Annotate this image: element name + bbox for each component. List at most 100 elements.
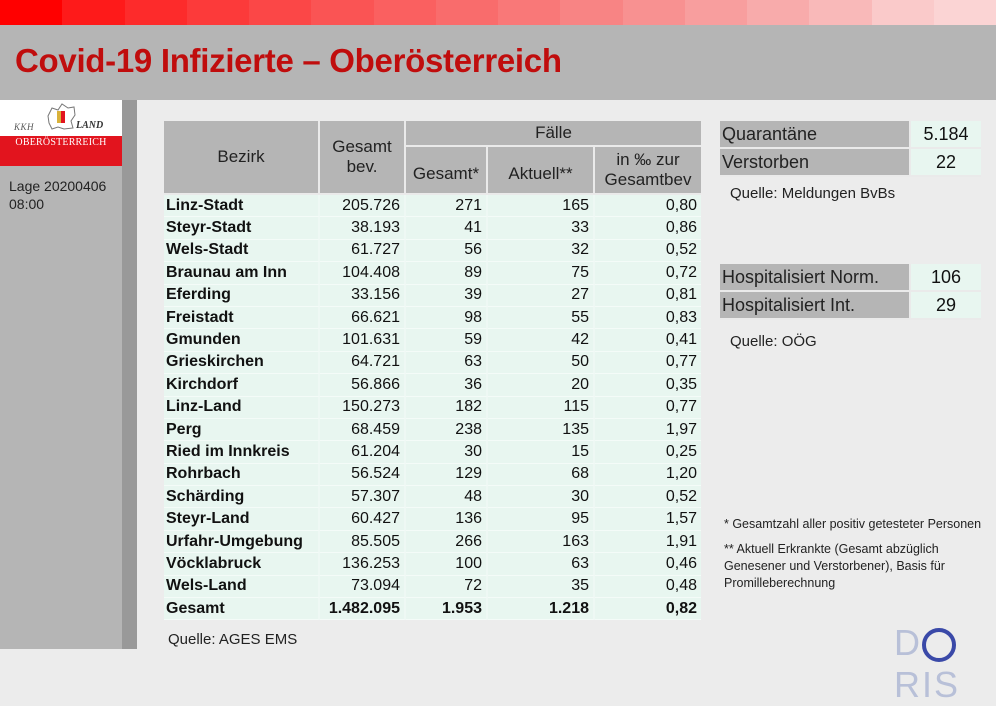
cell-aktuell: 32: [488, 239, 595, 263]
cell-bev: 56.866: [320, 374, 406, 397]
doris-o-icon: [922, 628, 956, 662]
cell-promille: 1,57: [595, 508, 701, 531]
quarantine-table: Quarantäne 5.184 Verstorben 22: [720, 121, 981, 177]
cell-aktuell: 75: [488, 262, 595, 285]
cell-bezirk: Wels-Land: [164, 575, 320, 599]
title-band: Covid-19 Infizierte – Oberösterreich: [0, 25, 996, 100]
cell-bezirk: Grieskirchen: [164, 351, 320, 375]
table-row: Vöcklabruck 136.253 100 63 0,46: [164, 553, 701, 576]
table-row: Hospitalisiert Int. 29: [720, 292, 981, 320]
cell-promille: 0,35: [595, 374, 701, 397]
cell-promille: 0,77: [595, 351, 701, 375]
gradient-segment: [871, 0, 934, 25]
table-row: Linz-Stadt 205.726 271 165 0,80: [164, 195, 701, 218]
gradient-segment: [186, 0, 249, 25]
cell-promille: 1,91: [595, 530, 701, 554]
cell-aktuell: 50: [488, 351, 595, 375]
cell-aktuell: 55: [488, 306, 595, 330]
lage-time: 08:00: [9, 196, 45, 212]
cell-bezirk: Kirchdorf: [164, 374, 320, 397]
promille-line2: Gesamtbev: [604, 170, 692, 189]
col-group-faelle: Fälle: [406, 121, 701, 147]
cell-promille: 0,82: [595, 598, 701, 621]
cell-aktuell: 27: [488, 284, 595, 307]
logo-kkh-text: KKH: [14, 122, 35, 132]
gradient-segment: [809, 0, 872, 25]
cell-gesamt: 39: [406, 284, 488, 307]
cell-bezirk: Rohrbach: [164, 463, 320, 487]
cell-bezirk: Gmunden: [164, 329, 320, 352]
gradient-segment: [0, 0, 63, 25]
gradient-segment: [933, 0, 996, 25]
table-row: Rohrbach 56.524 129 68 1,20: [164, 463, 701, 487]
table-row: Wels-Stadt 61.727 56 32 0,52: [164, 239, 701, 263]
cell-aktuell: 30: [488, 486, 595, 509]
cell-bev: 64.721: [320, 351, 406, 375]
cell-aktuell: 35: [488, 575, 595, 599]
cell-promille: 1,20: [595, 463, 701, 487]
cell-gesamt: 266: [406, 530, 488, 554]
table-row: Freistadt 66.621 98 55 0,83: [164, 306, 701, 330]
cell-aktuell: 63: [488, 553, 595, 576]
cell-bev: 136.253: [320, 553, 406, 576]
cell-aktuell: 33: [488, 217, 595, 240]
cell-promille: 0,25: [595, 441, 701, 464]
gesamtbev-line2: bev.: [346, 157, 378, 176]
deaths-value: 22: [911, 149, 981, 177]
hospital-source: Quelle: OÖG: [730, 333, 817, 350]
cell-gesamt: 100: [406, 553, 488, 576]
cell-gesamt: 89: [406, 262, 488, 285]
table-row: Braunau am Inn 104.408 89 75 0,72: [164, 262, 701, 285]
cell-gesamt: 41: [406, 217, 488, 240]
logo-region-text: OBERÖSTERREICH: [15, 137, 107, 148]
gradient-segment: [62, 0, 125, 25]
cell-promille: 1,97: [595, 418, 701, 442]
table-row: Eferding 33.156 39 27 0,81: [164, 284, 701, 307]
cell-promille: 0,46: [595, 553, 701, 576]
gradient-segment: [124, 0, 187, 25]
cell-gesamt: 271: [406, 195, 488, 218]
cell-gesamt: 56: [406, 239, 488, 263]
cell-bezirk: Eferding: [164, 284, 320, 307]
cell-bev: 205.726: [320, 195, 406, 218]
hospital-normal-label: Hospitalisiert Norm.: [720, 264, 911, 292]
quarantine-label: Quarantäne: [720, 121, 911, 149]
cell-bev: 60.427: [320, 508, 406, 531]
col-header-bezirk: Bezirk: [164, 121, 320, 195]
cell-aktuell: 165: [488, 195, 595, 218]
doris-logo: DRIS: [894, 622, 996, 706]
gradient-segment: [747, 0, 810, 25]
cell-bezirk: Linz-Land: [164, 396, 320, 419]
land-ooe-logo: KKH LAND OBERÖSTERREICH: [0, 100, 122, 166]
table-row: Hospitalisiert Norm. 106: [720, 264, 981, 292]
promille-line1: in ‰ zur: [616, 150, 680, 169]
cell-bev: 68.459: [320, 418, 406, 442]
gradient-segment: [684, 0, 747, 25]
gradient-segment: [435, 0, 498, 25]
cell-bezirk: Wels-Stadt: [164, 239, 320, 263]
cell-aktuell: 68: [488, 463, 595, 487]
gradient-segment: [249, 0, 312, 25]
table-row: Urfahr-Umgebung 85.505 266 163 1,91: [164, 530, 701, 554]
table-row: Grieskirchen 64.721 63 50 0,77: [164, 351, 701, 375]
cell-gesamt: 30: [406, 441, 488, 464]
table-row: Gmunden 101.631 59 42 0,41: [164, 329, 701, 352]
table-row: Schärding 57.307 48 30 0,52: [164, 486, 701, 509]
table-row: Steyr-Stadt 38.193 41 33 0,86: [164, 217, 701, 240]
cell-bezirk: Urfahr-Umgebung: [164, 530, 320, 554]
cell-promille: 0,80: [595, 195, 701, 218]
footnote-gesamt: * Gesamtzahl aller positiv getesteter Pe…: [724, 517, 982, 531]
cell-promille: 0,77: [595, 396, 701, 419]
cell-bev: 104.408: [320, 262, 406, 285]
cell-gesamt: 136: [406, 508, 488, 531]
lage-label: Lage 20200406: [9, 178, 107, 194]
cell-gesamt: 72: [406, 575, 488, 599]
logo-land-text: LAND: [76, 120, 104, 131]
cell-bev: 57.307: [320, 486, 406, 509]
quarantine-value: 5.184: [911, 121, 981, 149]
gradient-segment: [560, 0, 623, 25]
cell-bev: 85.505: [320, 530, 406, 554]
cell-gesamt: 182: [406, 396, 488, 419]
cell-bev: 61.204: [320, 441, 406, 464]
crest-icon: [47, 103, 76, 130]
